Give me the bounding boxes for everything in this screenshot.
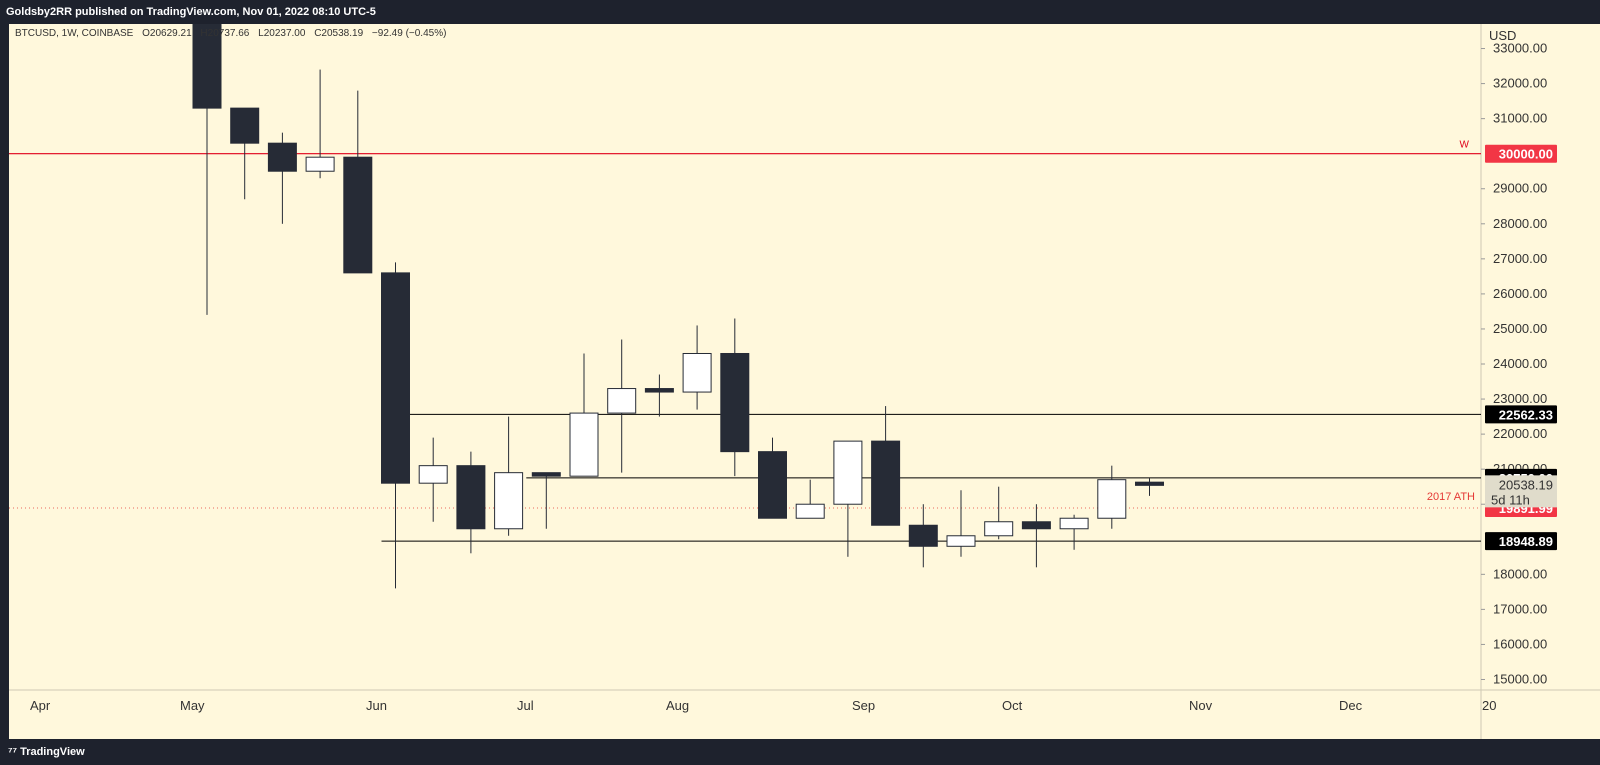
current-price-badge-bg xyxy=(1485,475,1557,508)
candle-body xyxy=(833,440,863,505)
price-tick-label: 16000.00 xyxy=(1493,636,1547,651)
candle-body xyxy=(871,440,901,526)
price-tick-label: 22000.00 xyxy=(1493,426,1547,441)
tradingview-logo[interactable]: ⁷⁷ TradingView xyxy=(8,739,85,765)
time-tick-label: Sep xyxy=(852,698,875,713)
price-tick-label: 31000.00 xyxy=(1493,111,1547,126)
candle-body xyxy=(795,503,825,519)
current-price-label: 20538.19 xyxy=(1499,477,1553,492)
candle-body xyxy=(946,535,976,547)
candle-body xyxy=(1059,517,1089,530)
candle-body xyxy=(758,451,787,519)
candle-body xyxy=(1135,481,1164,486)
candlestick-chart[interactable]: USD15000.0016000.0017000.0018000.0020000… xyxy=(9,24,1600,739)
symbol-label[interactable]: BTCUSD, 1W, COINBASE xyxy=(15,28,134,39)
footer-bar: ⁷⁷ TradingView xyxy=(0,739,1600,765)
time-tick-label: Aug xyxy=(666,698,689,713)
time-tick-label: Nov xyxy=(1189,698,1213,713)
chart-area[interactable]: USD15000.0016000.0017000.0018000.0020000… xyxy=(9,24,1600,739)
publisher-bar: Goldsby2RR published on TradingView.com,… xyxy=(0,0,1600,24)
candle-body xyxy=(267,142,297,172)
close-value: C20538.19 xyxy=(314,28,364,39)
price-tick-label: 29000.00 xyxy=(1493,181,1547,196)
time-tick-label: 20 xyxy=(1482,698,1496,713)
candle-body xyxy=(908,524,938,547)
time-tick-label: Oct xyxy=(1002,698,1023,713)
candle-body xyxy=(494,472,524,530)
price-tick-label: 27000.00 xyxy=(1493,251,1547,266)
candle-body xyxy=(644,388,674,393)
price-tick-label: 28000.00 xyxy=(1493,216,1547,231)
tradingview-logo-icon: ⁷⁷ xyxy=(8,746,18,758)
price-tick-label: 33000.00 xyxy=(1493,41,1547,56)
price-tick-label: 15000.00 xyxy=(1493,671,1547,686)
candle-body xyxy=(682,352,712,393)
change-value: −92.49 (−0.45%) xyxy=(371,28,447,39)
candle-body xyxy=(720,352,750,453)
publisher-text: Goldsby2RR published on TradingView.com,… xyxy=(6,6,376,18)
candle-body xyxy=(569,412,599,477)
level-price-badge-bg xyxy=(1485,532,1557,551)
level-price-badge-bg xyxy=(1485,405,1557,424)
price-tick-label: 24000.00 xyxy=(1493,356,1547,371)
candle-body xyxy=(456,465,486,530)
candle-body xyxy=(381,272,410,484)
candle-body xyxy=(192,24,222,109)
time-tick-label: Jul xyxy=(517,698,534,713)
level-price-badge: 18948.89 xyxy=(1499,534,1553,549)
candle-body xyxy=(230,107,260,144)
plot-layer xyxy=(9,24,1481,589)
time-tick-label: May xyxy=(180,698,205,713)
price-tick-label: 18000.00 xyxy=(1493,566,1547,581)
candle-body xyxy=(418,465,448,484)
candle-body xyxy=(343,156,373,274)
candle-body xyxy=(1021,521,1051,530)
high-value: H20737.66 xyxy=(200,28,250,39)
price-tick-label: 26000.00 xyxy=(1493,286,1547,301)
candle-body xyxy=(305,156,335,172)
time-tick-label: Jun xyxy=(366,698,387,713)
currency-label: USD xyxy=(1489,28,1516,43)
candle-body xyxy=(1097,479,1127,519)
candle-body xyxy=(607,388,637,414)
level-tag: W xyxy=(1460,140,1470,151)
price-tick-label: 23000.00 xyxy=(1493,391,1547,406)
ath-label: 2017 ATH xyxy=(1427,491,1475,503)
countdown-label: 5d 11h xyxy=(1491,492,1530,507)
brand-label: TradingView xyxy=(20,746,85,758)
level-price-badge: 30000.00 xyxy=(1499,147,1553,162)
price-tick-label: 32000.00 xyxy=(1493,76,1547,91)
low-value: L20237.00 xyxy=(258,28,306,39)
candle-body xyxy=(984,521,1014,537)
candle-body xyxy=(531,472,561,477)
price-tick-label: 17000.00 xyxy=(1493,601,1547,616)
time-tick-label: Dec xyxy=(1339,698,1363,713)
price-tick-label: 25000.00 xyxy=(1493,321,1547,336)
time-tick-label: Apr xyxy=(30,698,51,713)
level-price-badge-bg xyxy=(1485,144,1557,163)
ohlc-legend: BTCUSD, 1W, COINBASE O20629.21 H20737.66… xyxy=(15,28,452,39)
level-price-badge: 22562.33 xyxy=(1499,407,1553,422)
open-value: O20629.21 xyxy=(142,28,192,39)
